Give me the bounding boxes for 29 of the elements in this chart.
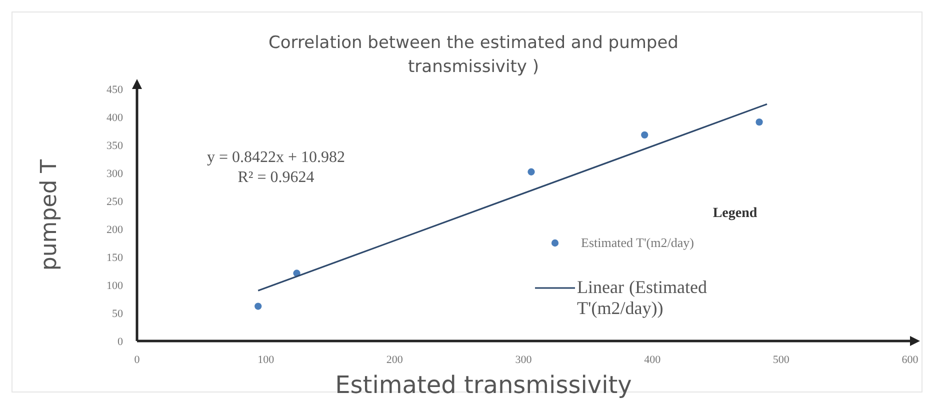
y-tick-label: 150 [106, 252, 124, 264]
y-tick-label: 100 [106, 280, 124, 292]
y-tick-label: 50 [112, 308, 124, 320]
x-tick-label: 400 [644, 354, 662, 366]
x-tick-label: 500 [772, 354, 790, 366]
x-axis-title: Estimated transmissivity [335, 371, 632, 399]
y-tick-label: 200 [106, 224, 124, 236]
legend-label: Linear (Estimated T'(m2/day)) [577, 277, 707, 318]
y-tick-label: 250 [106, 196, 124, 208]
point [254, 302, 262, 310]
point [528, 168, 535, 176]
annotation: R² = 0.9624 [238, 169, 314, 186]
point [641, 131, 648, 138]
x-tick-label: 600 [902, 354, 919, 366]
x-tick-label: 200 [386, 354, 404, 366]
y-tick-label: 0 [118, 336, 124, 348]
y-tick-label: 300 [106, 168, 124, 180]
x-tick-label: 100 [258, 354, 275, 366]
y-tick-label: 350 [106, 140, 124, 152]
y-tick-label: 450 [106, 84, 124, 96]
point [756, 118, 763, 126]
y-tick-label: 400 [106, 112, 124, 124]
legend-title: Legend [712, 206, 758, 221]
chart-title: Correlation between the estimated and pumped transmissivity ) [268, 33, 678, 77]
y-axis-title: pumped T [37, 158, 62, 271]
x-tick-label: 300 [515, 354, 532, 366]
annotation: y = 0.8422x + 10.982 [206, 149, 346, 166]
x-tick-label: 0 [134, 354, 140, 366]
legend-label: Estimated T'(m2/day) [581, 235, 694, 250]
